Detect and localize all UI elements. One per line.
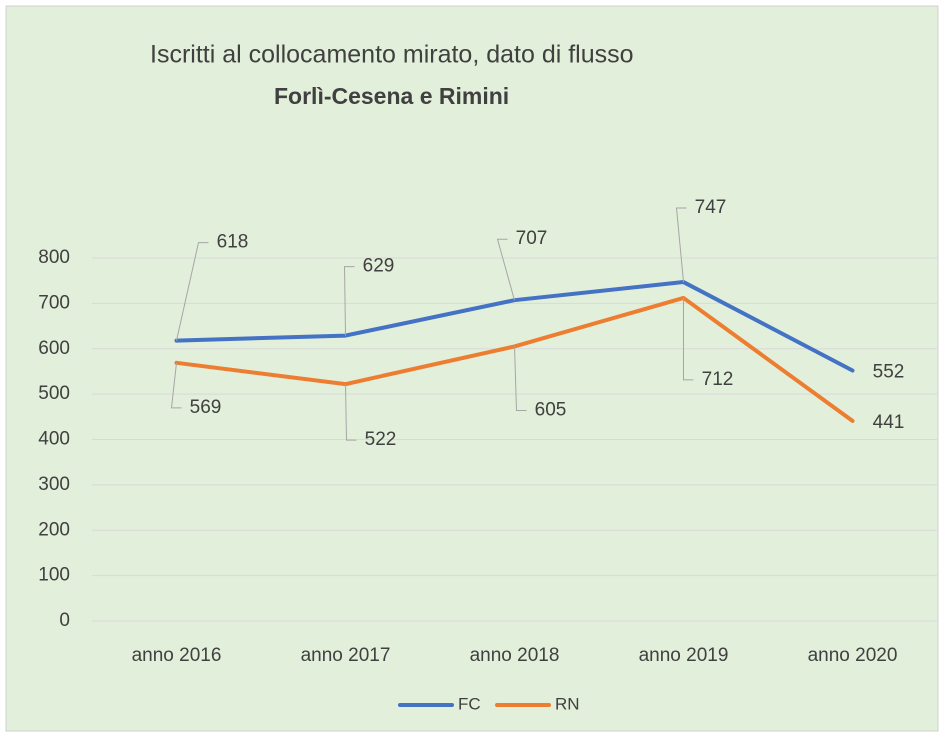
legend-label: FC	[458, 694, 481, 713]
leader-line	[176, 242, 209, 341]
leader-line	[675, 207, 687, 283]
leader-line	[514, 346, 527, 411]
y-tick-label: 100	[38, 565, 70, 586]
y-tick-label: 600	[38, 338, 70, 359]
data-label: 618	[217, 232, 249, 253]
data-label: 569	[190, 397, 222, 418]
y-tick-label: 300	[38, 474, 70, 495]
y-tick-label: 200	[38, 519, 70, 540]
legend-label: RN	[555, 694, 580, 713]
data-label: 707	[516, 228, 548, 249]
x-tick-label: anno 2018	[470, 645, 560, 666]
data-label: 747	[695, 197, 727, 218]
data-label: 522	[365, 429, 397, 450]
chart-background	[5, 5, 939, 732]
y-tick-label: 500	[38, 383, 70, 404]
x-tick-label: anno 2016	[132, 645, 222, 666]
series-line	[174, 295, 855, 423]
y-tick-label: 0	[59, 610, 70, 631]
data-label: 629	[363, 256, 395, 277]
data-label: 441	[873, 412, 905, 433]
leader-line	[343, 266, 355, 336]
y-tick-label: 800	[38, 247, 70, 268]
leader-line	[170, 362, 182, 409]
chart-subtitle: Forlì-Cesena e Rimini	[274, 83, 509, 109]
y-tick-label: 400	[38, 429, 70, 450]
data-label: 712	[702, 369, 734, 390]
y-tick-label: 700	[38, 292, 70, 313]
chart-title: Iscritti al collocamento mirato, dato di…	[150, 41, 634, 69]
x-tick-label: anno 2020	[808, 645, 898, 666]
leader-line	[683, 297, 694, 381]
x-tick-label: anno 2017	[301, 645, 391, 666]
leader-line	[345, 384, 357, 441]
leader-line	[496, 238, 515, 301]
x-tick-label: anno 2019	[639, 645, 729, 666]
data-label: 552	[873, 362, 905, 383]
data-label: 605	[535, 399, 567, 420]
series-line	[174, 280, 855, 373]
